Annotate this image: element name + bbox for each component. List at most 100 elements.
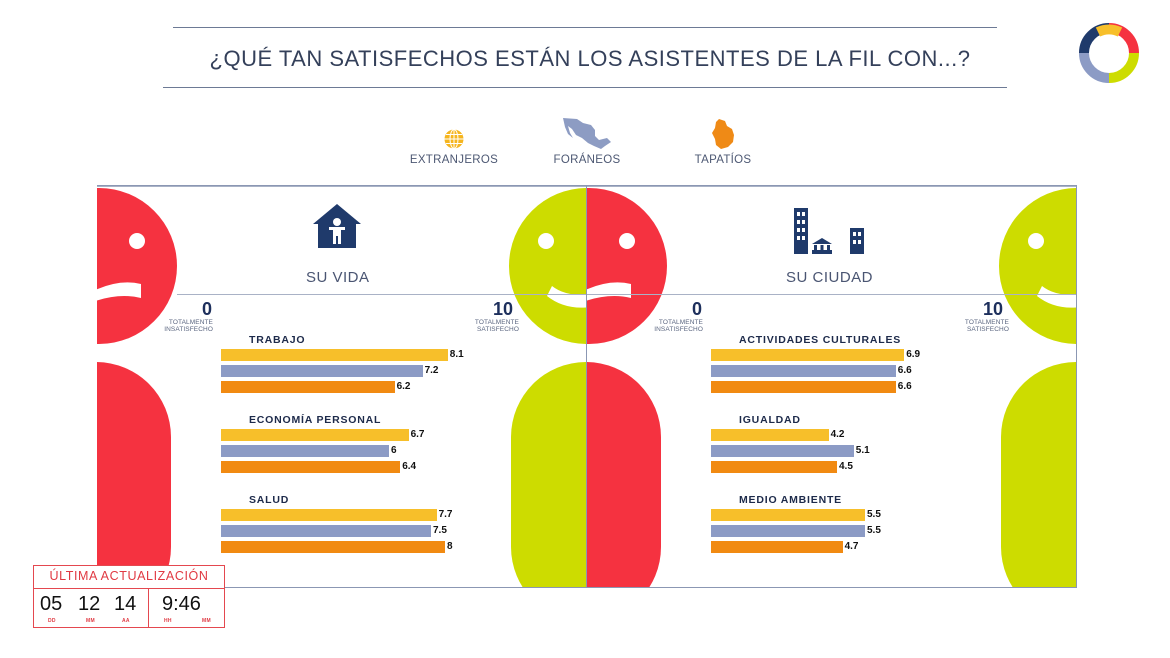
happy-face-mouth	[547, 286, 586, 308]
update-month: 12	[78, 593, 101, 615]
legend-label-foraneos: FORÁNEOS	[553, 154, 621, 166]
sad-face-mouth	[97, 282, 141, 301]
panel-su-ciudad: SU CIUDAD 0 TOTALMENTE INSATISFECHO 10 T…	[587, 185, 1077, 588]
bar-extranjeros	[711, 349, 905, 361]
last-update-box: ÚLTIMA ACTUALIZACIÓN 05 DD 12 MM 14 AA 9…	[33, 565, 225, 628]
jalisco-map-icon	[712, 119, 734, 149]
bar-extranjeros	[711, 429, 829, 441]
bar-value-label: 7.7	[438, 509, 453, 520]
happy-body	[511, 362, 586, 587]
bar-foráneos	[221, 365, 423, 377]
city-buildings-icon	[794, 208, 864, 254]
scale-min: 0	[692, 299, 703, 319]
category-label: SALUD	[249, 494, 290, 506]
last-update-title: ÚLTIMA ACTUALIZACIÓN	[49, 569, 209, 583]
bar-extranjeros	[711, 509, 865, 521]
bar-tapatíos	[711, 381, 896, 393]
sad-face-eye	[619, 233, 635, 249]
last-update-separator	[34, 588, 224, 589]
bar-value-label: 4.5	[839, 461, 853, 472]
bar-value-label: 6.7	[410, 429, 425, 440]
update-minute-unit: MM	[202, 618, 211, 624]
happy-face	[999, 188, 1076, 344]
panel-title: SU CIUDAD	[786, 269, 874, 286]
bar-value-label: 6	[391, 445, 397, 456]
bar-foráneos	[711, 525, 865, 537]
happy-face-eye	[538, 233, 554, 249]
bar-value-label: 5.5	[867, 509, 881, 520]
fil-logo-icon	[1079, 23, 1139, 83]
bar-value-label: 6.9	[906, 349, 921, 360]
sad-face	[587, 188, 667, 344]
update-year: 14	[114, 593, 137, 615]
happy-face	[509, 188, 586, 344]
bar-value-label: 7.5	[433, 525, 447, 536]
sad-face-eye	[129, 233, 145, 249]
scale-max-label: TOTALMENTE SATISFECHO	[964, 319, 1009, 333]
bar-value-label: 6.6	[897, 381, 912, 392]
category-label: IGUALDAD	[739, 414, 801, 426]
bar-extranjeros	[221, 509, 437, 521]
bar-value-label: 6.2	[396, 381, 411, 392]
bar-value-label: 8.1	[449, 349, 464, 360]
bar-value-label: 6.6	[897, 365, 912, 376]
happy-face-mouth	[1037, 286, 1076, 308]
scale-max: 10	[983, 299, 1004, 319]
panel-title: SU VIDA	[306, 269, 370, 286]
bar-value-label: 4.7	[844, 541, 859, 552]
title-bottom-rule	[163, 87, 1007, 88]
faces-background	[97, 188, 586, 587]
update-year-unit: AA	[122, 618, 130, 624]
legend-foraneos: FORÁNEOS	[532, 116, 642, 166]
panel-top-border	[587, 186, 1076, 187]
bar-value-label: 5.5	[867, 525, 881, 536]
update-day: 05	[40, 593, 63, 615]
title-top-rule	[173, 27, 997, 28]
panel-top-border	[97, 186, 586, 187]
bar-value-label: 5.1	[855, 445, 870, 456]
bar-value-label: 8	[447, 541, 453, 552]
update-hour-unit: HH	[164, 618, 172, 624]
sad-body	[587, 362, 661, 587]
category-label: MEDIO AMBIENTE	[739, 494, 842, 506]
update-day-unit: DD	[48, 618, 56, 624]
happy-face-eye	[1028, 233, 1044, 249]
happy-body	[1001, 362, 1076, 587]
legend-label-tapatios: TAPATÍOS	[694, 154, 752, 166]
panel-su-vida: SU VIDA 0 TOTALMENTE INSATISFECHO 10 TOT…	[97, 185, 587, 588]
category-label: ACTIVIDADES CULTURALES	[739, 334, 902, 346]
bar-tapatíos	[711, 541, 843, 553]
update-month-unit: MM	[86, 618, 95, 624]
bar-foráneos	[221, 525, 431, 537]
scale-max: 10	[493, 299, 514, 319]
faces-background	[587, 188, 1076, 587]
bar-value-label: 7.2	[424, 365, 439, 376]
scale-min: 0	[202, 299, 213, 319]
bar-tapatíos	[221, 461, 401, 473]
panel-divider	[177, 294, 586, 295]
globe-icon	[444, 129, 464, 149]
bar-foráneos	[711, 365, 896, 377]
bar-tapatíos	[711, 461, 837, 473]
legend-label-extranjeros: EXTRANJEROS	[409, 154, 499, 166]
legend-extranjeros: EXTRANJEROS	[399, 116, 509, 166]
bar-tapatíos	[221, 541, 445, 553]
bar-extranjeros	[221, 429, 409, 441]
scale-max-label: TOTALMENTE SATISFECHO	[474, 319, 519, 333]
legend-tapatios: TAPATÍOS	[668, 116, 778, 166]
bar-tapatíos	[221, 381, 395, 393]
category-label: TRABAJO	[249, 334, 306, 346]
bar-value-label: 6.4	[402, 461, 417, 472]
mexico-map-icon	[563, 118, 611, 149]
page-title: ¿QUÉ TAN SATISFECHOS ESTÁN LOS ASISTENTE…	[209, 46, 971, 71]
bar-extranjeros	[221, 349, 448, 361]
sad-face-mouth	[587, 282, 631, 301]
update-date-time-separator	[148, 588, 149, 628]
sad-face	[97, 188, 177, 344]
bar-foráneos	[711, 445, 854, 457]
scale-min-label: TOTALMENTE INSATISFECHO	[654, 319, 703, 333]
sad-body	[97, 362, 171, 587]
bar-foráneos	[221, 445, 389, 457]
category-label: ECONOMÍA PERSONAL	[249, 414, 382, 426]
update-time: 9:46	[162, 593, 201, 615]
